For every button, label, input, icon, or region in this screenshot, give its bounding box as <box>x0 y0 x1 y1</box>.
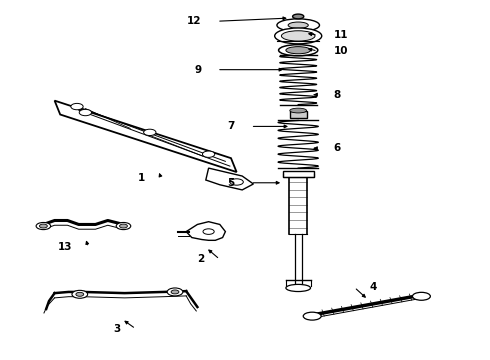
Ellipse shape <box>171 290 179 294</box>
Ellipse shape <box>40 224 48 228</box>
Ellipse shape <box>288 22 308 28</box>
Ellipse shape <box>275 28 322 44</box>
Polygon shape <box>54 100 237 172</box>
Text: 1: 1 <box>138 173 146 183</box>
Ellipse shape <box>116 222 131 230</box>
Ellipse shape <box>230 179 244 185</box>
Ellipse shape <box>293 14 304 19</box>
Text: 9: 9 <box>194 65 201 75</box>
Text: 2: 2 <box>197 255 204 264</box>
Text: 6: 6 <box>334 143 341 153</box>
Ellipse shape <box>79 109 92 116</box>
Ellipse shape <box>286 47 311 54</box>
Bar <box>290 111 307 118</box>
Ellipse shape <box>167 288 183 296</box>
Ellipse shape <box>202 151 215 157</box>
Ellipse shape <box>279 45 318 56</box>
Ellipse shape <box>277 19 319 32</box>
Ellipse shape <box>36 222 50 230</box>
Ellipse shape <box>203 229 214 234</box>
Text: 12: 12 <box>187 16 201 26</box>
Ellipse shape <box>281 31 315 41</box>
Text: 3: 3 <box>113 324 120 334</box>
Ellipse shape <box>303 312 321 320</box>
Text: 10: 10 <box>334 46 348 56</box>
Bar <box>283 171 314 177</box>
Ellipse shape <box>144 129 156 136</box>
Ellipse shape <box>286 284 311 292</box>
Text: 8: 8 <box>334 90 341 100</box>
Ellipse shape <box>120 224 127 228</box>
Text: 11: 11 <box>334 30 348 40</box>
Ellipse shape <box>413 292 430 300</box>
Text: 5: 5 <box>228 178 235 188</box>
Polygon shape <box>186 222 225 240</box>
Ellipse shape <box>72 291 88 298</box>
Polygon shape <box>206 168 253 190</box>
Text: 7: 7 <box>227 121 235 131</box>
Ellipse shape <box>290 108 307 113</box>
Ellipse shape <box>71 103 83 110</box>
Text: 13: 13 <box>58 243 73 252</box>
Text: 4: 4 <box>370 282 377 292</box>
Ellipse shape <box>76 292 84 296</box>
